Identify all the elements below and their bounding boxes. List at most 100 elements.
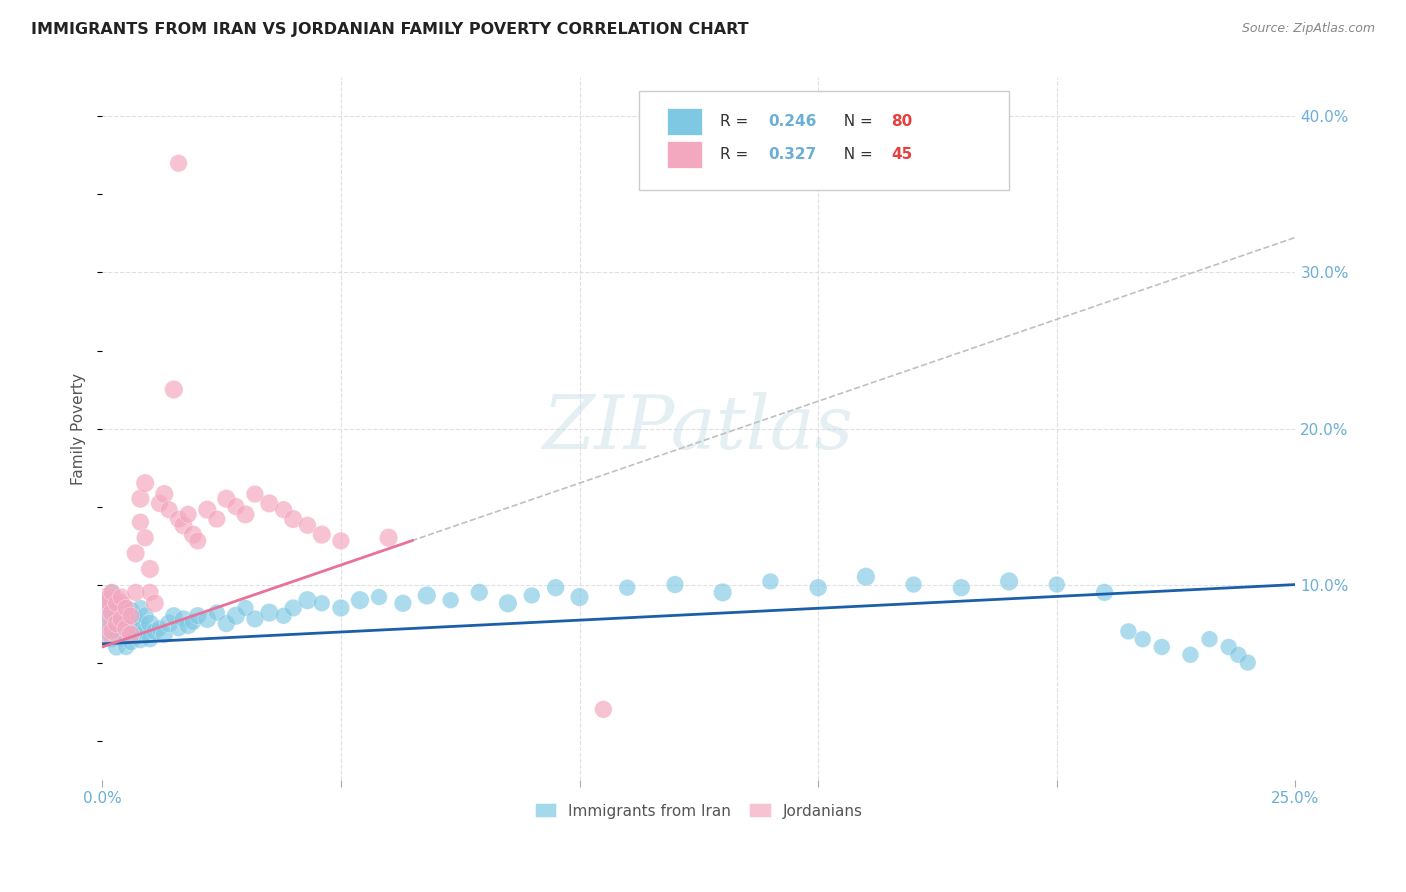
Point: [1236, 656, 1258, 670]
Point: [496, 596, 519, 610]
Point: [105, 616, 128, 631]
Text: R =: R =: [720, 114, 754, 129]
Point: [115, 606, 138, 620]
Point: [105, 596, 128, 610]
Point: [440, 593, 463, 607]
Point: [807, 581, 830, 595]
Point: [124, 585, 146, 599]
Point: [855, 570, 877, 584]
Point: [273, 502, 295, 516]
Point: [157, 616, 180, 631]
Point: [329, 601, 352, 615]
Point: [148, 621, 170, 635]
Point: [1180, 648, 1202, 662]
Point: [215, 491, 238, 506]
Point: [664, 577, 686, 591]
Point: [592, 702, 614, 716]
Point: [153, 627, 176, 641]
Point: [110, 616, 132, 631]
Point: [181, 615, 204, 629]
Point: [259, 496, 281, 510]
Y-axis label: Family Poverty: Family Poverty: [72, 373, 86, 484]
Point: [139, 616, 162, 631]
Point: [392, 596, 415, 610]
Text: Source: ZipAtlas.com: Source: ZipAtlas.com: [1241, 22, 1375, 36]
Point: [124, 612, 146, 626]
Point: [1094, 585, 1116, 599]
Point: [134, 531, 156, 545]
Point: [110, 590, 132, 604]
Point: [259, 606, 281, 620]
Point: [105, 624, 128, 639]
Point: [129, 632, 152, 647]
Point: [1132, 632, 1154, 647]
Point: [187, 608, 209, 623]
Text: N =: N =: [834, 147, 877, 162]
Point: [134, 476, 156, 491]
Point: [195, 612, 218, 626]
Point: [167, 512, 190, 526]
Point: [115, 621, 138, 635]
Point: [1227, 648, 1250, 662]
Point: [115, 601, 138, 615]
Point: [616, 581, 638, 595]
Point: [1218, 640, 1240, 654]
Point: [181, 527, 204, 541]
Point: [120, 620, 142, 634]
Point: [205, 606, 228, 620]
Text: 45: 45: [891, 147, 912, 162]
Point: [903, 577, 925, 591]
Point: [115, 621, 138, 635]
Point: [100, 585, 122, 599]
Point: [416, 589, 439, 603]
Point: [759, 574, 782, 589]
Point: [134, 624, 156, 639]
Point: [225, 608, 247, 623]
Point: [129, 616, 152, 631]
Point: [143, 624, 166, 639]
Point: [110, 612, 132, 626]
Point: [120, 627, 142, 641]
Point: [100, 624, 122, 639]
Point: [134, 608, 156, 623]
Point: [167, 156, 190, 170]
Point: [100, 632, 122, 647]
Point: [998, 574, 1021, 589]
Point: [148, 496, 170, 510]
Point: [468, 585, 491, 599]
Point: [349, 593, 371, 607]
Text: 0.246: 0.246: [768, 114, 817, 129]
Legend: Immigrants from Iran, Jordanians: Immigrants from Iran, Jordanians: [529, 797, 869, 824]
Point: [187, 533, 209, 548]
Point: [1198, 632, 1220, 647]
Point: [96, 608, 118, 623]
Text: N =: N =: [834, 114, 877, 129]
Point: [172, 612, 194, 626]
Point: [1046, 577, 1069, 591]
FancyBboxPatch shape: [640, 92, 1010, 190]
Point: [368, 590, 391, 604]
Point: [195, 502, 218, 516]
Point: [311, 596, 333, 610]
Point: [105, 640, 128, 654]
Point: [157, 502, 180, 516]
Point: [96, 608, 118, 623]
Point: [143, 596, 166, 610]
Point: [1150, 640, 1173, 654]
Point: [129, 601, 152, 615]
Text: 0.327: 0.327: [768, 147, 817, 162]
Point: [273, 608, 295, 623]
Point: [520, 589, 543, 603]
Point: [120, 604, 142, 618]
Point: [167, 621, 190, 635]
Point: [235, 508, 257, 522]
Text: R =: R =: [720, 147, 754, 162]
Point: [129, 515, 152, 529]
Point: [100, 585, 122, 599]
Point: [568, 590, 591, 604]
FancyBboxPatch shape: [666, 108, 703, 135]
Point: [139, 632, 162, 647]
Point: [96, 624, 118, 639]
Point: [120, 635, 142, 649]
Point: [129, 491, 152, 506]
